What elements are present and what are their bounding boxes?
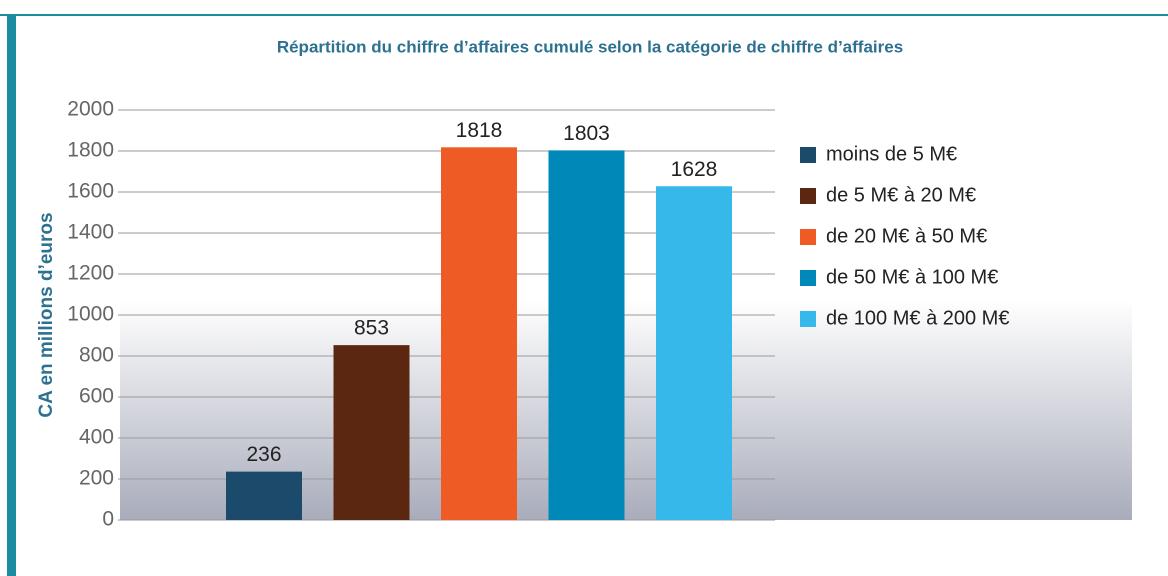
y-tick-label: 600 [79,385,114,408]
y-tick-label: 2000 [67,98,114,121]
y-tick-label: 800 [79,344,114,367]
value-label: 1818 [456,119,503,142]
value-label: 1803 [563,122,610,145]
value-label: 1628 [671,158,718,181]
y-tick-label: 1600 [67,180,114,203]
legend-swatch [800,147,816,163]
bar [656,186,732,520]
bar [333,345,410,520]
legend-label: moins de 5 M€ [826,143,957,165]
y-tick-label: 1000 [67,303,114,326]
bar [548,150,625,520]
bar [226,471,302,520]
y-tick-label: 400 [79,426,114,449]
y-axis-label: CA en millions d’euros [36,212,57,417]
legend-swatch [800,188,816,204]
chart-title: Répartition du chiffre d’affaires cumulé… [277,37,903,56]
legend-label: de 50 M€ à 100 M€ [826,266,998,288]
y-tick-label: 1200 [67,262,114,285]
legend-label: de 20 M€ à 50 M€ [826,225,987,247]
bar [441,147,517,520]
side-bar [7,14,16,576]
value-label: 853 [354,317,389,340]
top-rule [0,14,1168,16]
legend-label: de 5 M€ à 20 M€ [826,184,976,206]
legend-swatch [800,229,816,245]
y-tick-label: 0 [102,508,114,531]
legend-swatch [800,270,816,286]
y-tick-label: 1400 [67,221,114,244]
y-tick-label: 1800 [67,139,114,162]
legend-swatch [800,311,816,327]
legend-label: de 100 M€ à 200 M€ [826,307,1009,329]
value-label: 236 [246,443,281,466]
y-tick-label: 200 [79,467,114,490]
